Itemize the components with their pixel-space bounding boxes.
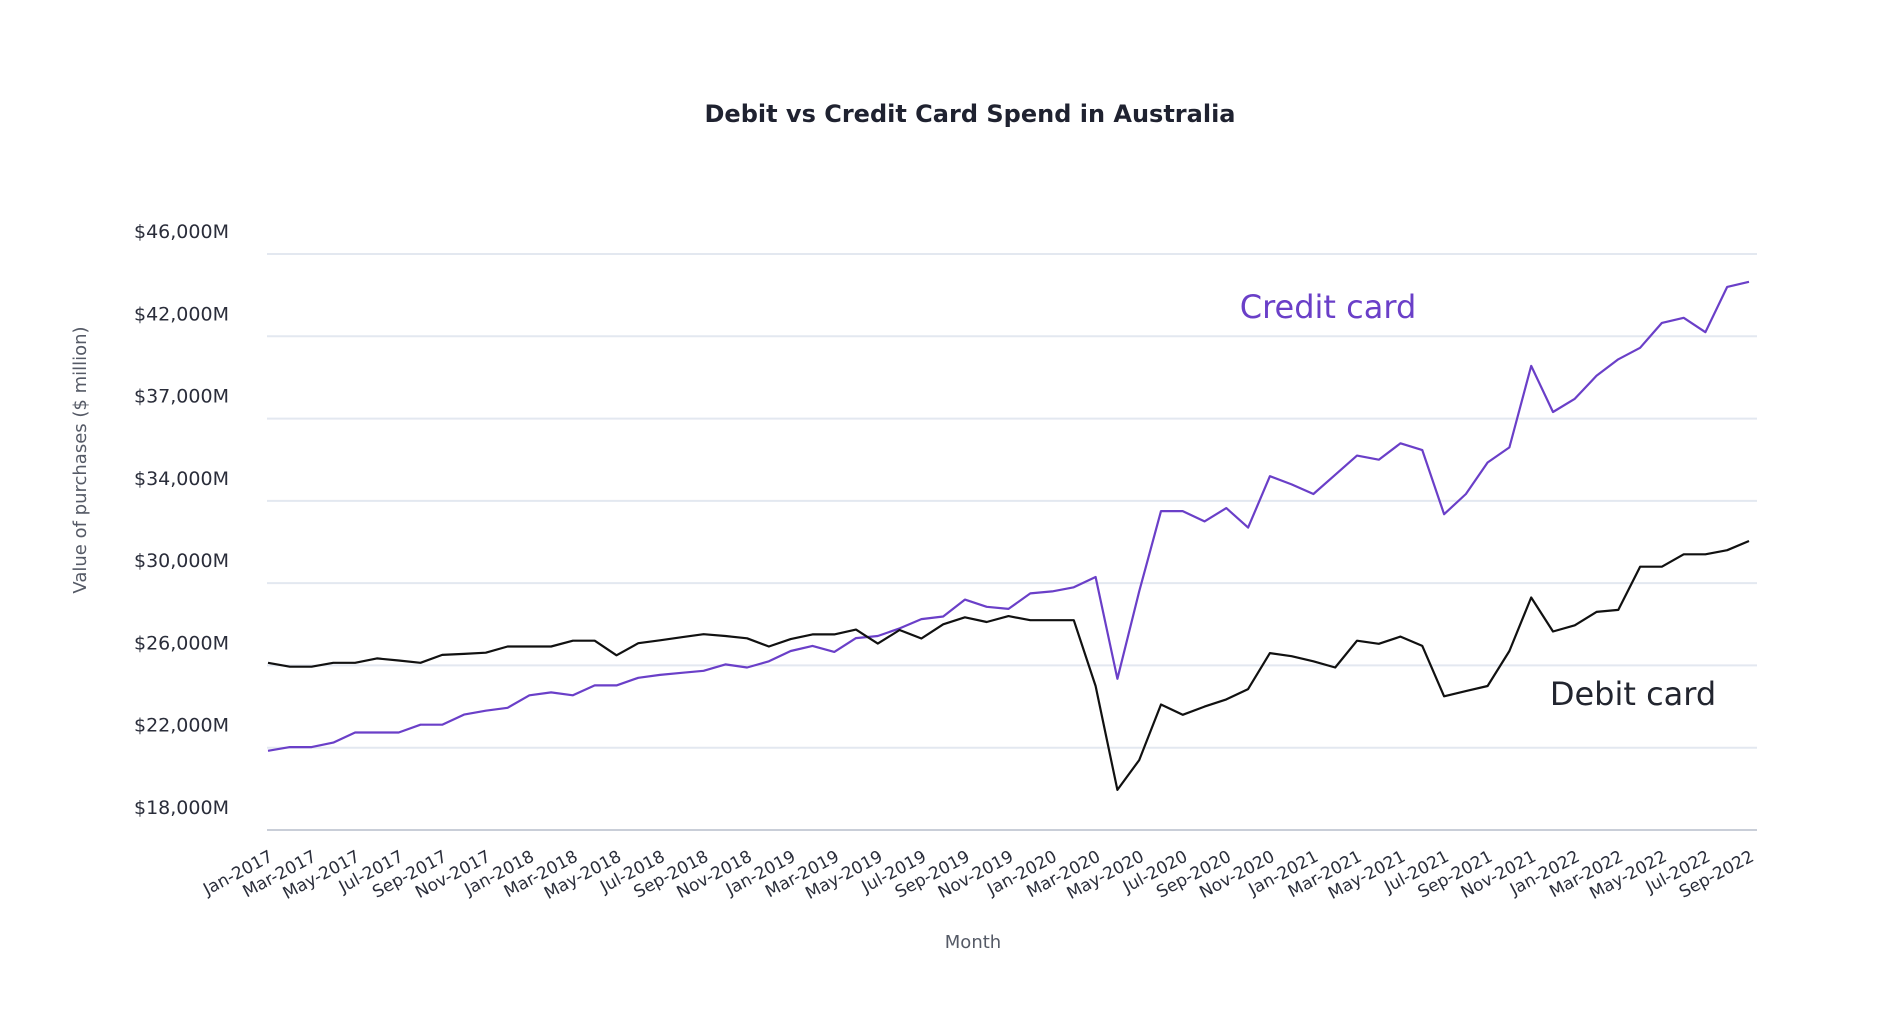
chart-title: Debit vs Credit Card Spend in Australia (705, 100, 1236, 128)
y-tick-label: $34,000M (134, 468, 229, 490)
y-axis-ticks: $18,000M $22,000M $26,000M $30,000M $34,000M… (134, 221, 229, 819)
gridlines (267, 254, 1757, 830)
y-tick-label: $42,000M (134, 303, 229, 325)
y-tick-label: $46,000M (134, 221, 229, 243)
y-tick-label: $30,000M (134, 550, 229, 572)
series-lines (268, 282, 1749, 790)
y-tick-label: $18,000M (134, 797, 229, 819)
y-tick-label: $26,000M (134, 632, 229, 654)
x-axis-ticks: Jan-2017Mar-2017May-2017Jul-2017Sep-2017… (199, 847, 1757, 904)
y-tick-label: $22,000M (134, 715, 229, 737)
series-label-debit-card: Debit card (1550, 675, 1716, 713)
x-axis-title: Month (945, 932, 1001, 953)
series-line-credit-card (268, 282, 1749, 751)
y-axis-title: Value of purchases ($ million) (70, 326, 91, 593)
y-tick-label: $37,000M (134, 386, 229, 408)
series-label-credit-card: Credit card (1240, 288, 1417, 326)
